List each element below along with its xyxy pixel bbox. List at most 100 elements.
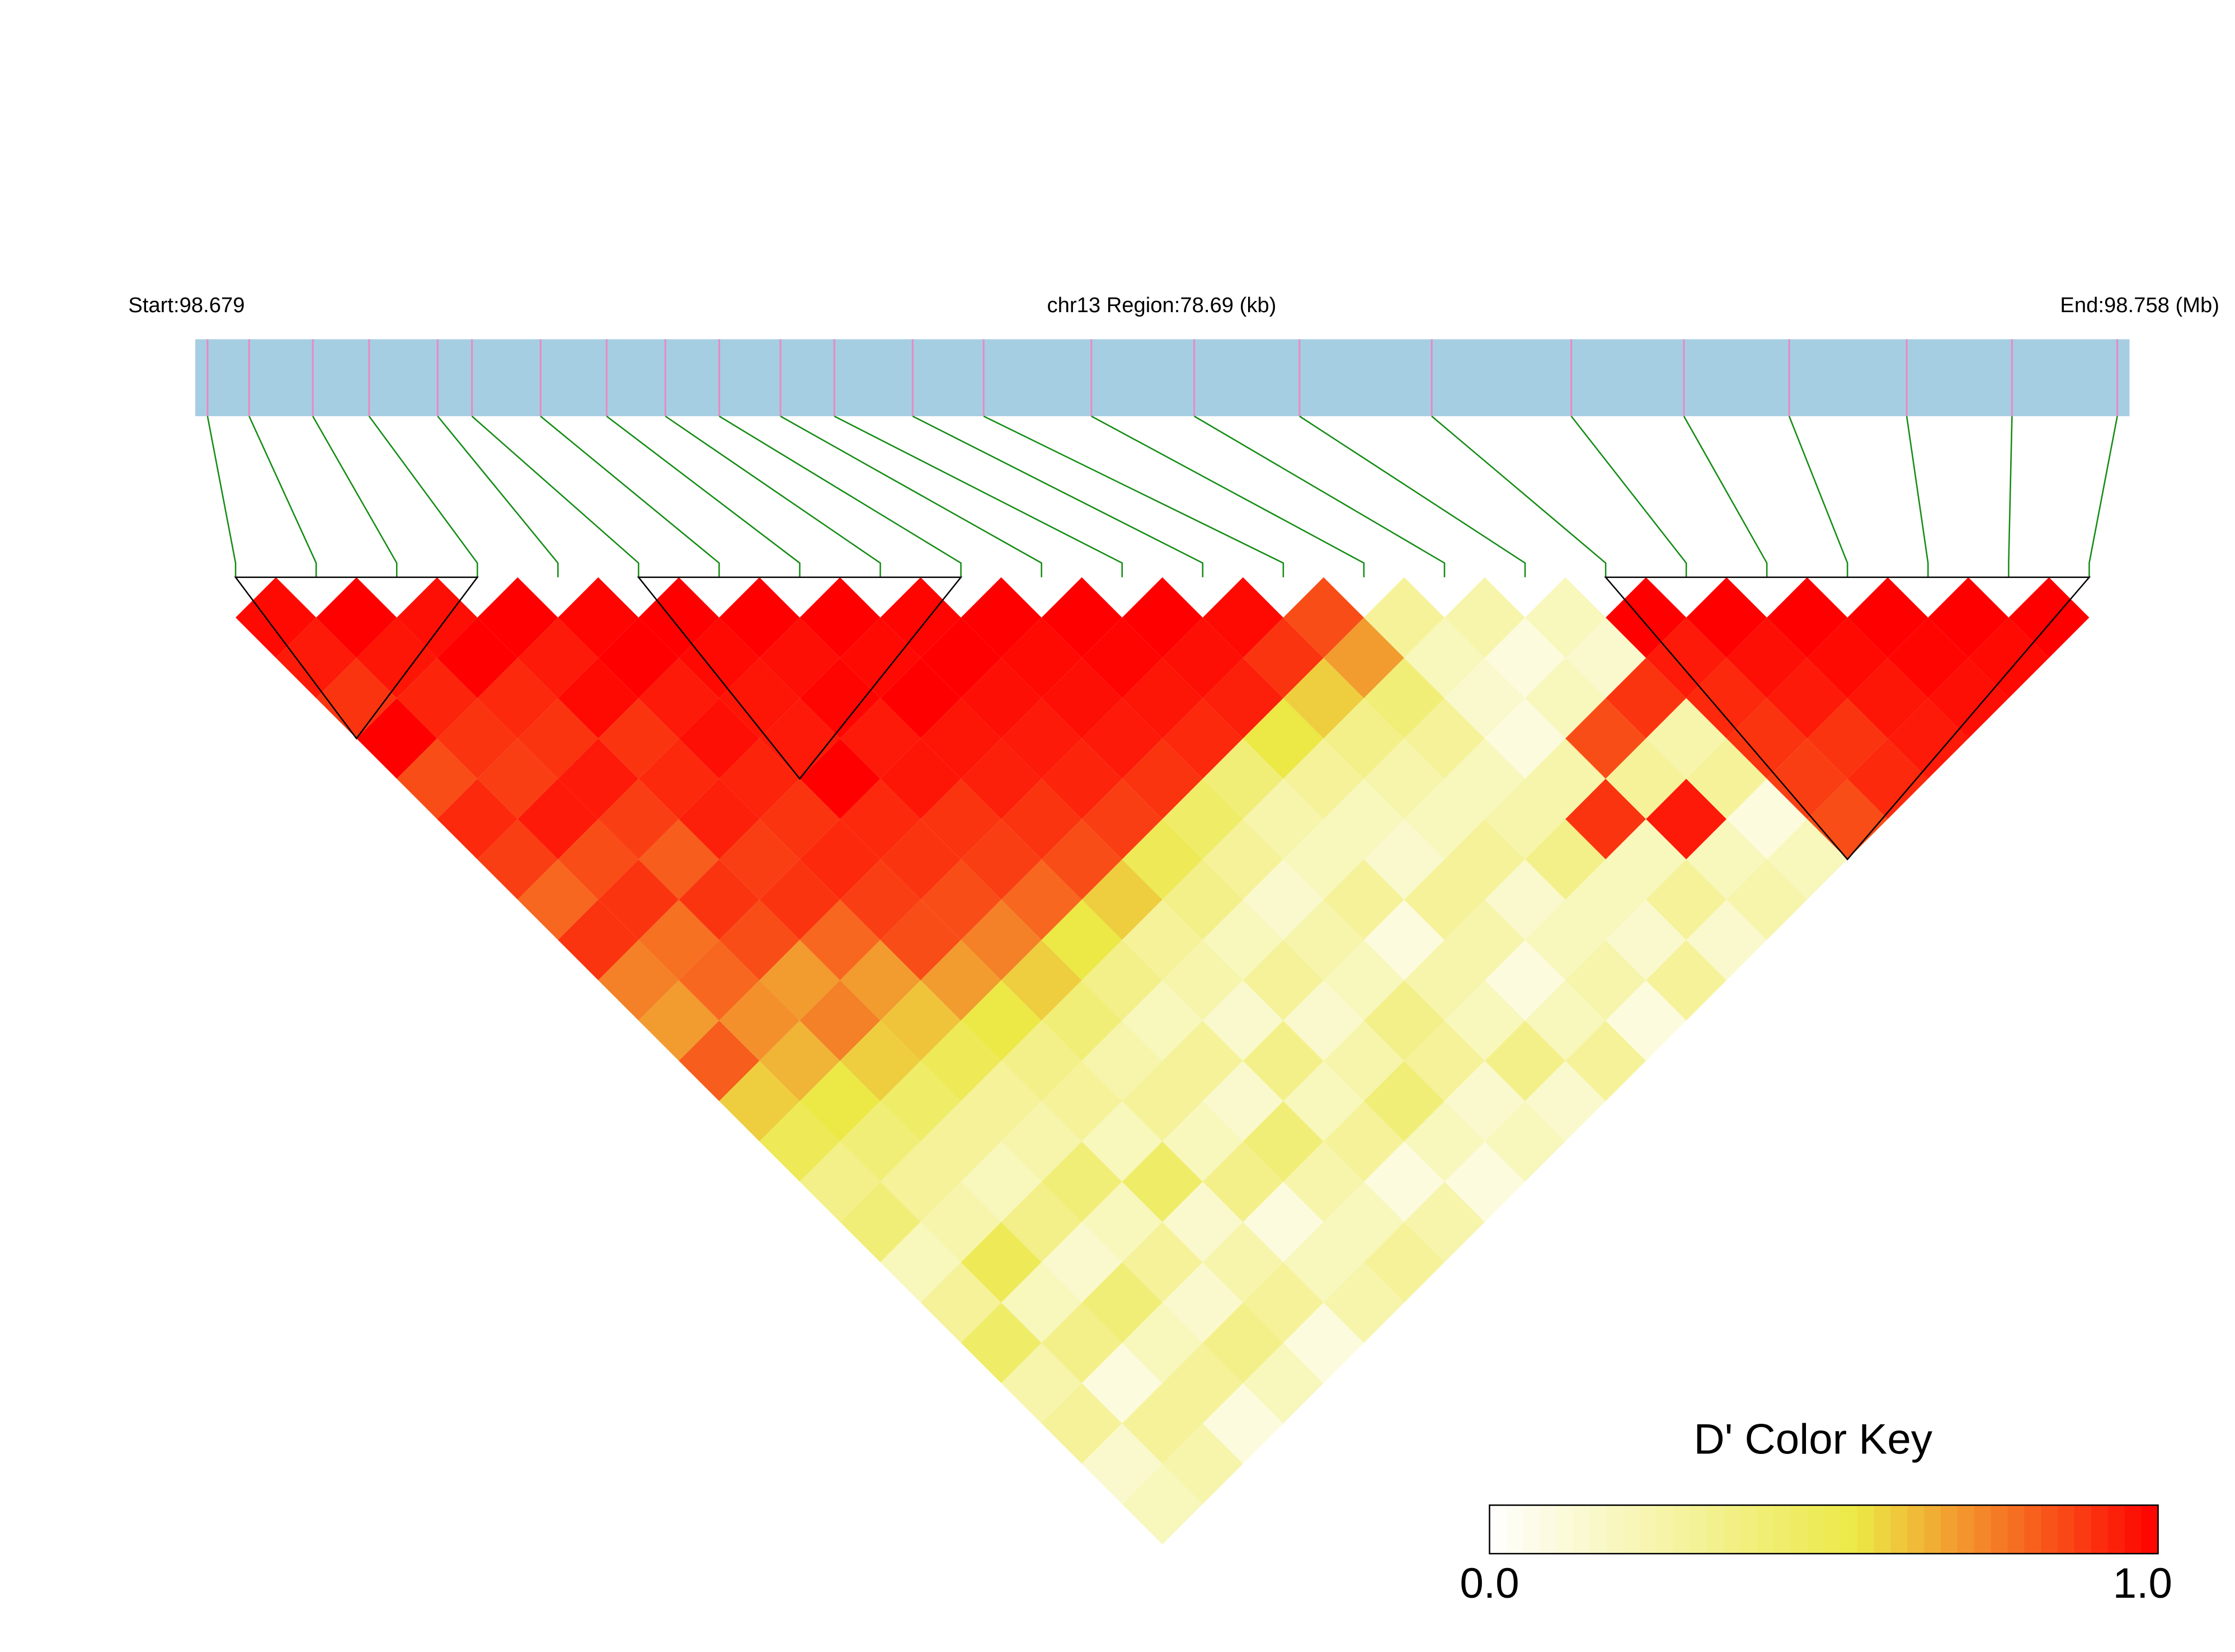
- ld-cell: [1081, 859, 1163, 940]
- ld-cell: [1122, 1383, 1203, 1464]
- ld-cell: [1565, 859, 1646, 940]
- ld-cell: [1363, 1061, 1444, 1142]
- start-label: Start:98.679: [128, 293, 244, 317]
- ld-cell: [437, 779, 518, 860]
- color-key-step: [2074, 1505, 2092, 1554]
- ld-cell: [1283, 900, 1364, 981]
- ld-cell: [1565, 617, 1646, 698]
- ld-cell: [1243, 1020, 1324, 1102]
- color-key-step: [2024, 1505, 2042, 1554]
- ld-cell: [1606, 577, 1687, 658]
- color-key-step: [1924, 1505, 1942, 1554]
- ld-cell: [1122, 738, 1203, 820]
- ld-cell: [719, 1061, 800, 1142]
- ld-cell: [517, 779, 599, 860]
- gene-bar: [195, 339, 2130, 416]
- ld-cell: [1162, 1020, 1243, 1102]
- ld-cell: [1525, 900, 1606, 981]
- ld-cell: [1525, 1061, 1606, 1142]
- color-key-step: [1807, 1505, 1825, 1554]
- color-key-step: [2107, 1505, 2125, 1554]
- ld-cell: [840, 1020, 921, 1102]
- color-key-step: [1540, 1505, 1558, 1554]
- ld-block: [637, 576, 963, 780]
- legend-tick-label: 1.0: [2113, 1560, 2172, 1607]
- ld-cell: [598, 859, 679, 940]
- snp-connector: [471, 416, 639, 577]
- ld-cell: [1001, 698, 1082, 779]
- ld-cell: [759, 1020, 840, 1102]
- color-key-step: [1690, 1505, 1708, 1554]
- snp-connector: [1788, 416, 1848, 577]
- color-key-step: [2141, 1505, 2159, 1554]
- color-key-step: [2124, 1505, 2142, 1554]
- ld-cell: [1243, 698, 1324, 779]
- ld-cell: [558, 900, 639, 981]
- ld-cell: [598, 779, 679, 860]
- ld-cell: [1444, 1141, 1526, 1222]
- ld-cell: [1081, 1182, 1163, 1263]
- ld-cell: [1122, 1222, 1203, 1303]
- ld-cell: [1686, 577, 1767, 658]
- ld-cell: [1606, 657, 1687, 739]
- ld-cell: [1323, 859, 1404, 940]
- ld-cell: [1001, 1182, 1082, 1263]
- snp-connector: [206, 416, 237, 577]
- color-key-step: [1723, 1505, 1741, 1554]
- ld-cell: [880, 900, 961, 981]
- ld-cell: [1726, 617, 1808, 698]
- ld-cell: [679, 859, 760, 940]
- ld-cell: [880, 1061, 961, 1142]
- color-key-step: [2041, 1505, 2059, 1554]
- ld-cell: [920, 779, 1001, 860]
- color-key-step: [1489, 1505, 1507, 1554]
- color-key-step: [1573, 1505, 1591, 1554]
- ld-cell: [1202, 900, 1283, 981]
- ld-cell: [759, 698, 840, 779]
- ld-cell: [1726, 859, 1808, 940]
- color-key-step: [1840, 1505, 1858, 1554]
- color-key-step: [2091, 1505, 2109, 1554]
- ld-cell: [1363, 657, 1444, 739]
- legend-tick-label: 0.0: [1460, 1560, 1519, 1607]
- color-key-step: [1790, 1505, 1808, 1554]
- ld-cell: [1001, 859, 1082, 940]
- color-key-step: [2058, 1505, 2076, 1554]
- snp-connector: [1683, 416, 1768, 577]
- ld-cell: [316, 657, 397, 739]
- ld-cell: [759, 617, 840, 698]
- ld-cell: [1122, 657, 1203, 739]
- ld-cell: [1606, 819, 1687, 900]
- color-key-step: [1974, 1505, 1992, 1554]
- color-key-step: [1874, 1505, 1891, 1554]
- color-key-step: [1957, 1505, 1975, 1554]
- ld-cell: [477, 577, 558, 658]
- color-key-step: [1740, 1505, 1758, 1554]
- ld-cell: [679, 779, 760, 860]
- ld-cell: [1404, 617, 1485, 698]
- snp-connector: [718, 415, 962, 577]
- ld-cell: [1565, 1020, 1646, 1102]
- ld-cell: [638, 900, 719, 981]
- ld-cell: [1606, 738, 1687, 820]
- ld-cell: [1807, 779, 1888, 860]
- ld-cell: [1081, 698, 1163, 779]
- ld-cell: [1122, 1463, 1203, 1545]
- chart-title: chr13 Region:78.69 (kb): [1047, 293, 1277, 317]
- ld-cell: [840, 698, 921, 779]
- ld-cell: [1444, 657, 1526, 739]
- ld-cell: [679, 1020, 760, 1102]
- ld-cell: [397, 657, 478, 739]
- snp-connector: [1091, 415, 1365, 577]
- snp-connector: [1194, 415, 1446, 577]
- ld-cell: [356, 617, 437, 698]
- color-key-step: [1657, 1505, 1674, 1554]
- ld-cell: [276, 617, 357, 698]
- ld-block: [1604, 576, 2091, 861]
- color-key-step: [1823, 1505, 1842, 1554]
- ld-cell: [1363, 1222, 1444, 1303]
- snp-connector: [983, 415, 1284, 577]
- ld-cell: [1565, 940, 1646, 1021]
- ld-cell: [1323, 1182, 1404, 1263]
